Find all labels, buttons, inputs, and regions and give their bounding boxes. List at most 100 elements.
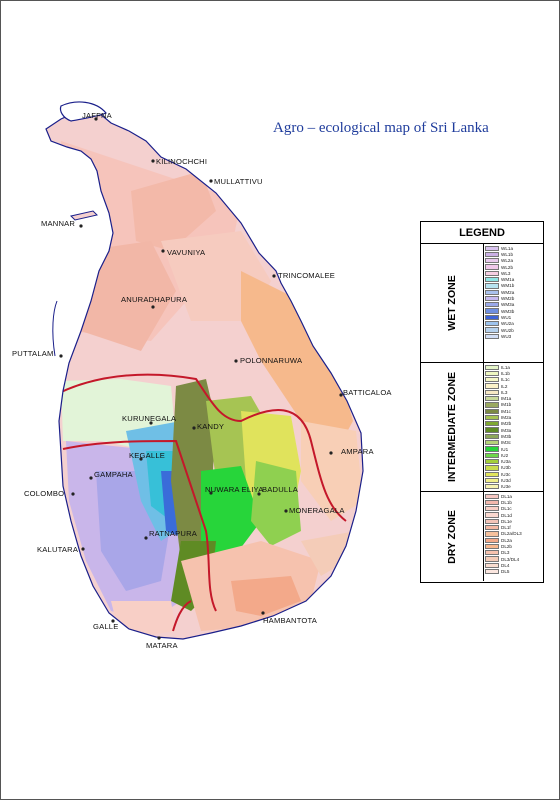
legend-swatch-row: WL1b — [485, 251, 514, 258]
place-label-mannar: MANNAR — [41, 219, 75, 228]
place-label-anuradhapura: ANURADHAPURA — [121, 295, 188, 304]
legend-color-swatch — [485, 270, 499, 276]
place-dot-mannar — [79, 224, 83, 228]
legend-color-swatch — [485, 477, 499, 484]
legend-color-swatch — [485, 408, 499, 414]
legend-zone-dry: DRY ZONE DL1a DL1b DL1c DL1d DL1e DL1f DL2a/DL… — [421, 492, 543, 581]
place-label-kilinochchi: KILINOCHCHI — [156, 157, 207, 166]
legend-code-label: IL2 — [501, 383, 508, 389]
legend-swatch-row: IM1b — [485, 402, 511, 408]
place-dot-trincomalee — [272, 274, 276, 278]
legend-swatch-row: IU2 — [485, 452, 511, 458]
legend-code-label: WM2b — [501, 296, 515, 302]
legend-swatch-row: DL1a — [485, 493, 522, 499]
legend-color-swatch — [485, 402, 499, 408]
legend-code-label: IL1c — [501, 377, 510, 383]
legend-swatch-row: WM1b — [485, 283, 514, 289]
legend-swatch-row: IL3 — [485, 389, 511, 395]
legend-zone-intermediate: INTERMEDIATE ZONE IL1a IL1b IL1c IL2 IL3 IM1a… — [421, 363, 543, 492]
legend-swatch-row: DL5 — [485, 569, 522, 575]
legend-code-label: WU3 — [501, 333, 512, 339]
legend-color-swatch — [485, 550, 499, 556]
legend-zone-name: WET ZONE — [446, 275, 458, 331]
legend-color-swatch — [485, 569, 499, 575]
place-dot-kilinochchi — [151, 159, 155, 163]
legend-color-swatch — [485, 251, 499, 258]
legend-code-label: DL4 — [501, 562, 510, 568]
legend-swatch-row: IL2 — [485, 383, 511, 389]
legend-color-swatch — [485, 452, 499, 458]
legend-zone-name: INTERMEDIATE ZONE — [446, 371, 458, 483]
legend-swatch-row: DL3/DL4 — [485, 556, 522, 562]
legend-code-label: DL2b — [501, 544, 512, 550]
legend-code-label: DL1f — [501, 525, 511, 531]
legend-code-label: IU3b — [501, 465, 511, 471]
legend-color-swatch — [485, 389, 499, 395]
place-label-jaffna: JAFFNA — [82, 111, 113, 120]
legend-swatch-row: WM2b — [485, 295, 515, 302]
legend-color-swatch — [485, 321, 499, 327]
legend-code-label: WL3 — [501, 270, 511, 276]
map-title: Agro – ecological map of Sri Lanka — [273, 120, 489, 136]
legend-color-swatch — [485, 524, 499, 531]
legend-code-label: IM1b — [501, 402, 512, 408]
legend-code-label: DL5 — [501, 569, 510, 575]
legend-color-swatch — [485, 333, 499, 339]
legend-color-swatch — [485, 414, 499, 421]
place-dot-badulla — [257, 492, 261, 496]
place-dot-jaffna — [94, 117, 98, 121]
place-dot-kandy — [192, 426, 196, 430]
legend-code-label: DL3 — [501, 550, 510, 556]
place-dot-kalutara — [81, 547, 85, 551]
legend-code-label: WM3b — [501, 308, 515, 314]
legend-swatch-row: IM2a — [485, 414, 511, 421]
legend-swatch-row: DL2b — [485, 543, 522, 550]
legend-swatch-row: IM1a — [485, 395, 512, 402]
place-label-gampaha: GAMPAHA — [94, 470, 134, 479]
legend-swatch-row: IM1c — [485, 408, 511, 414]
legend-color-swatch — [485, 465, 499, 471]
place-label-kandy: KANDY — [197, 422, 224, 431]
legend-code-label: WL2a — [501, 258, 514, 264]
legend-swatch-row: IL1c — [485, 377, 511, 383]
legend-code-label: DL1d — [501, 512, 512, 518]
legend-swatch-row: DL1e — [485, 518, 522, 524]
legend-color-swatch — [485, 383, 499, 389]
legend-code-label: IU3e — [501, 484, 511, 490]
legend-swatch-row: IU3c — [485, 471, 511, 477]
place-dot-polonnaruwa — [234, 359, 238, 363]
legend-code-label: WU1 — [501, 314, 512, 320]
place-markers — [59, 117, 343, 640]
legend-code-label: IL1b — [501, 370, 510, 376]
place-dot-batticaloa — [339, 393, 343, 397]
legend-swatch-row: DL2a — [485, 537, 522, 543]
legend-code-label: IM2b — [501, 421, 512, 427]
legend-color-swatch — [485, 506, 499, 512]
legend-color-swatch — [485, 562, 499, 569]
legend-code-label: WU2a — [501, 321, 514, 327]
place-label-vavuniya: VAVUNIYA — [167, 248, 206, 257]
place-dot-ampara — [329, 451, 333, 455]
legend-swatch-row: WM3a — [485, 302, 514, 308]
legend-swatch-row: WU2a — [485, 321, 514, 327]
legend-swatch-row: WL2a — [485, 258, 514, 264]
place-dot-colombo — [71, 492, 75, 496]
legend-color-swatch — [485, 531, 499, 537]
legend: LEGEND WET ZONE WL1a WL1b WL2a WL2b WL3 WM1a W… — [420, 221, 544, 583]
place-dot-vavuniya — [161, 249, 165, 253]
legend-zone-name: DRY ZONE — [446, 509, 458, 564]
legend-color-swatch — [485, 245, 499, 251]
legend-swatch-row: IL1a — [485, 364, 511, 370]
mannar-island — [70, 210, 98, 221]
place-labels: JAFFNA KILINOCHCHI MULLATTIVU MANNAR VAV… — [12, 111, 392, 650]
place-label-moneragala: MONERAGALA — [289, 506, 345, 515]
legend-color-swatch — [485, 370, 499, 377]
legend-code-label: WU2b — [501, 327, 514, 333]
place-dot-anuradhapura — [151, 305, 155, 309]
place-dot-matara — [157, 636, 161, 640]
legend-code-label: IM1a — [501, 396, 512, 402]
legend-color-swatch — [485, 258, 499, 264]
place-label-ratnapura: RATNAPURA — [149, 529, 198, 538]
legend-title: LEGEND — [421, 222, 543, 244]
legend-swatch-row: WM2a — [485, 289, 514, 295]
